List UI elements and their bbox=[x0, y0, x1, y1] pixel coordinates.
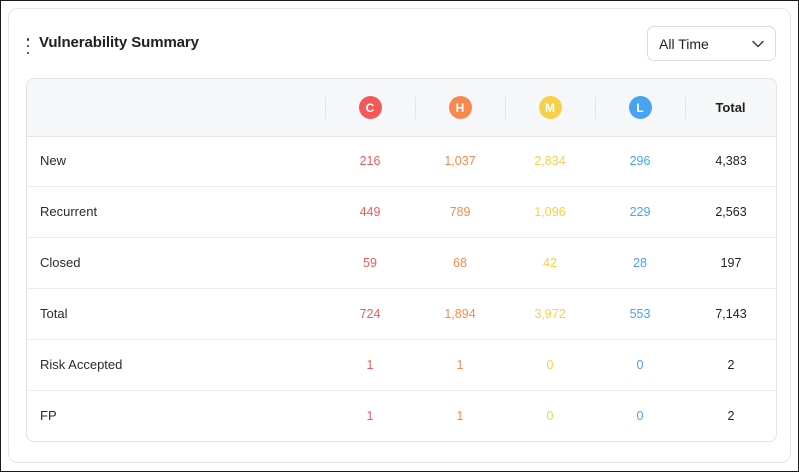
table-row[interactable]: Recurrent 449 789 1,096 229 2,563 bbox=[27, 187, 776, 238]
cell-low[interactable]: 0 bbox=[636, 409, 644, 423]
cell-critical[interactable]: 216 bbox=[359, 154, 381, 168]
table-header-row: C H M L Total bbox=[27, 79, 776, 137]
cell-total[interactable]: 2,563 bbox=[715, 205, 747, 219]
cell-high[interactable]: 1 bbox=[456, 409, 464, 423]
row-label: FP bbox=[40, 408, 57, 423]
column-header-medium[interactable]: M bbox=[505, 79, 595, 136]
high-severity-badge: H bbox=[448, 96, 472, 119]
cell-medium[interactable]: 0 bbox=[546, 409, 554, 423]
cell-total[interactable]: 4,383 bbox=[715, 154, 747, 168]
cell-medium[interactable]: 1,096 bbox=[534, 205, 566, 219]
cell-total[interactable]: 2 bbox=[727, 409, 735, 423]
cell-medium[interactable]: 0 bbox=[546, 358, 554, 372]
cell-critical[interactable]: 449 bbox=[359, 205, 381, 219]
column-divider bbox=[685, 97, 686, 119]
row-label: New bbox=[40, 153, 67, 168]
row-label: Risk Accepted bbox=[40, 357, 123, 372]
cell-low[interactable]: 296 bbox=[629, 154, 651, 168]
widget-title: Vulnerability Summary bbox=[39, 34, 199, 51]
cell-high[interactable]: 789 bbox=[449, 205, 471, 219]
cell-critical[interactable]: 1 bbox=[366, 409, 374, 423]
table-row[interactable]: Total 724 1,894 3,972 553 7,143 bbox=[27, 289, 776, 340]
cell-medium[interactable]: 42 bbox=[543, 256, 557, 270]
cell-total[interactable]: 197 bbox=[720, 256, 742, 270]
cell-medium[interactable]: 2,834 bbox=[534, 154, 566, 168]
cell-total[interactable]: 7,143 bbox=[715, 307, 747, 321]
column-divider bbox=[595, 97, 596, 119]
cell-critical[interactable]: 724 bbox=[359, 307, 381, 321]
cell-low[interactable]: 0 bbox=[636, 358, 644, 372]
chevron-down-icon bbox=[752, 40, 764, 48]
table-row[interactable]: Closed 59 68 42 28 197 bbox=[27, 238, 776, 289]
timeframe-selected-value: All Time bbox=[659, 36, 709, 52]
critical-severity-badge: C bbox=[358, 96, 382, 119]
column-divider bbox=[415, 97, 416, 119]
medium-severity-badge: M bbox=[538, 96, 562, 119]
row-label: Closed bbox=[40, 255, 81, 270]
cell-low[interactable]: 28 bbox=[633, 256, 647, 270]
cell-high[interactable]: 1,037 bbox=[444, 154, 476, 168]
table-row[interactable]: New 216 1,037 2,834 296 4,383 bbox=[27, 136, 776, 187]
cell-high[interactable]: 1,894 bbox=[444, 307, 476, 321]
cell-critical[interactable]: 59 bbox=[363, 256, 377, 270]
column-header-high[interactable]: H bbox=[415, 79, 505, 136]
cell-total[interactable]: 2 bbox=[727, 358, 735, 372]
cell-high[interactable]: 68 bbox=[453, 256, 467, 270]
cell-medium[interactable]: 3,972 bbox=[534, 307, 566, 321]
timeframe-dropdown[interactable]: All Time bbox=[647, 26, 776, 61]
column-header-total[interactable]: Total bbox=[685, 79, 776, 136]
total-column-label: Total bbox=[715, 100, 746, 115]
column-header-critical[interactable]: C bbox=[325, 79, 415, 136]
cell-high[interactable]: 1 bbox=[456, 358, 464, 372]
column-header-low[interactable]: L bbox=[595, 79, 685, 136]
row-label: Total bbox=[40, 306, 68, 321]
table-row[interactable]: Risk Accepted 1 1 0 0 2 bbox=[27, 340, 776, 391]
cell-low[interactable]: 553 bbox=[629, 307, 651, 321]
low-severity-badge: L bbox=[628, 96, 652, 119]
column-divider bbox=[325, 97, 326, 119]
more-options-icon[interactable] bbox=[25, 38, 31, 54]
cell-low[interactable]: 229 bbox=[629, 205, 651, 219]
column-divider bbox=[505, 97, 506, 119]
vulnerability-table: C H M L Total New 216 1,037 2,834 296 4,383 Re… bbox=[26, 78, 777, 442]
table-row[interactable]: FP 1 1 0 0 2 bbox=[27, 391, 776, 441]
cell-critical[interactable]: 1 bbox=[366, 358, 374, 372]
row-label: Recurrent bbox=[40, 204, 98, 219]
